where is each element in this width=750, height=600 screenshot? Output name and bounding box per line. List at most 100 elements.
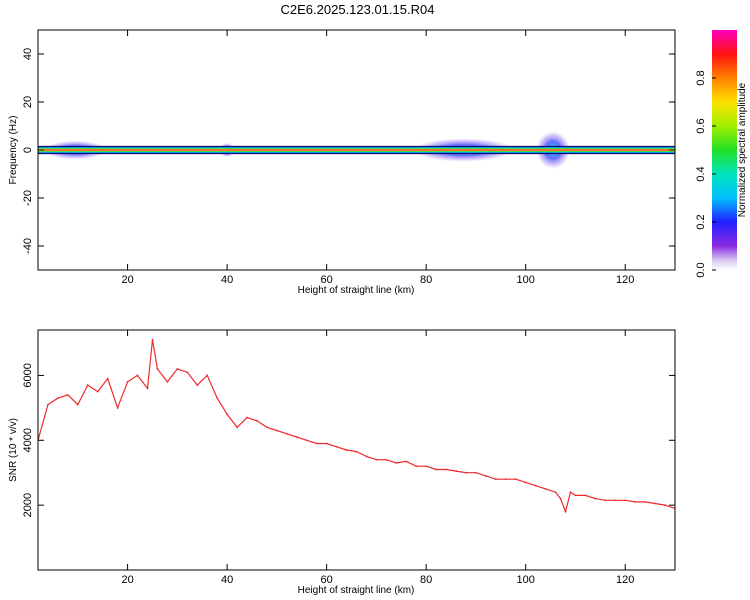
snr-point <box>96 390 99 393</box>
snr-point <box>226 413 229 416</box>
snr-point <box>614 499 617 502</box>
snr-ylabel: SNR (10 * v/v) <box>8 418 19 482</box>
energy-band-layer <box>38 149 675 151</box>
snr-point <box>325 442 328 445</box>
spectrogram-ylabel: Frequency (Hz) <box>8 116 19 185</box>
colorbar-gradient <box>712 30 737 270</box>
snr-point <box>106 377 109 380</box>
chart-title: C2E6.2025.123.01.15.R04 <box>280 2 435 17</box>
snr-point <box>445 468 447 471</box>
snr-point <box>475 471 477 474</box>
snr-point <box>455 470 457 472</box>
spectrogram-xtick-label: 80 <box>420 274 432 286</box>
colorbar-tick-label: 0.2 <box>695 214 707 229</box>
snr-point <box>136 374 139 377</box>
spectrogram-xtick-label: 20 <box>121 274 133 286</box>
snr-point <box>624 499 627 502</box>
snr-point <box>146 387 149 390</box>
snr-point <box>355 450 358 453</box>
snr-series-line <box>38 339 675 514</box>
colorbar-tick-label: 0.4 <box>695 166 707 181</box>
snr-point <box>305 439 308 442</box>
snr-point <box>564 510 567 513</box>
snr-point <box>186 371 189 374</box>
spectrogram-ytick-label: 0 <box>22 147 34 153</box>
snr-point <box>206 374 209 377</box>
snr-point <box>275 429 278 432</box>
spectrogram-panel: 20 40 60 80 100 120 -40 -20 0 20 40 Height of stra… <box>8 29 676 296</box>
snr-point <box>405 460 408 463</box>
snr-panel: 20 40 60 80 100 120 2000 4000 6000 Height of str… <box>8 329 676 596</box>
snr-point <box>236 426 238 429</box>
spectrogram-ytick-label: 20 <box>22 96 34 108</box>
snr-xtick-label: 80 <box>420 574 432 586</box>
snr-point <box>584 494 587 497</box>
snr-point <box>295 436 298 438</box>
snr-point <box>47 403 49 406</box>
snr-point <box>176 368 179 370</box>
snr-point <box>559 497 562 500</box>
snr-point <box>425 465 428 468</box>
snr-point <box>166 380 169 383</box>
spectrogram-ytick-label: -40 <box>22 238 34 254</box>
snr-xtick-label: 20 <box>121 574 133 586</box>
spectrogram-xtick-label: 100 <box>517 274 535 286</box>
snr-xtick-label: 60 <box>321 574 333 586</box>
colorbar-ticks: 0.0 0.2 0.4 0.6 0.8 <box>695 70 716 278</box>
snr-xlabel: Height of straight line (km) <box>298 585 415 596</box>
snr-point <box>644 500 647 503</box>
snr-point <box>57 397 59 400</box>
colorbar-tick-label: 0.6 <box>695 118 707 133</box>
snr-point <box>554 491 557 494</box>
spectrogram-ytick-label: 40 <box>22 48 34 60</box>
colorbar: 0.0 0.2 0.4 0.6 0.8 Normalized spectral ampl… <box>695 30 748 278</box>
snr-point <box>196 384 199 387</box>
colorbar-tick-label: 0.0 <box>695 262 707 277</box>
snr-xtick-label: 100 <box>517 574 535 586</box>
snr-point <box>604 499 607 502</box>
snr-point <box>246 416 248 419</box>
snr-ytick-label: 6000 <box>22 363 34 387</box>
spectrogram-xtick-label: 120 <box>616 274 634 286</box>
spectrogram-xtick-label: 60 <box>321 274 333 286</box>
snr-point <box>345 449 348 451</box>
snr-point <box>86 384 89 387</box>
snr-point <box>126 380 129 383</box>
snr-point <box>534 484 537 487</box>
snr-marks <box>38 338 675 514</box>
snr-point <box>365 455 368 458</box>
snr-point <box>266 426 268 429</box>
snr-ticks: 20 40 60 80 100 120 2000 4000 6000 <box>22 330 675 586</box>
spectrogram-ticks: 20 40 60 80 100 120 -40 -20 0 20 40 <box>22 30 675 286</box>
snr-point <box>664 504 666 507</box>
spectrogram-xlabel: Height of straight line (km) <box>298 285 415 296</box>
snr-xtick-label: 40 <box>221 574 233 586</box>
snr-point <box>256 419 258 422</box>
snr-point <box>156 368 159 370</box>
snr-point <box>569 491 572 494</box>
spectrogram-marks <box>38 130 675 170</box>
snr-point <box>465 471 467 474</box>
snr-point <box>375 458 378 461</box>
snr-xtick-label: 120 <box>616 574 634 586</box>
snr-point <box>524 481 527 484</box>
snr-point <box>415 465 418 468</box>
snr-point <box>385 458 388 461</box>
snr-ytick-label: 4000 <box>22 428 34 452</box>
snr-point <box>216 397 219 400</box>
spectrogram-xtick-label: 40 <box>221 274 233 286</box>
snr-point <box>484 475 487 477</box>
snr-point <box>76 403 79 406</box>
snr-point <box>594 497 597 500</box>
snr-point <box>285 432 288 435</box>
snr-point <box>494 478 497 481</box>
snr-frame <box>37 329 676 571</box>
spectrogram-ytick-label: -20 <box>22 190 34 206</box>
snr-point <box>116 406 119 409</box>
colorbar-label: Normalized spectral amplitude <box>737 82 748 217</box>
snr-point <box>574 494 577 497</box>
snr-point <box>504 478 507 481</box>
snr-point <box>514 478 517 481</box>
snr-point <box>66 393 69 396</box>
